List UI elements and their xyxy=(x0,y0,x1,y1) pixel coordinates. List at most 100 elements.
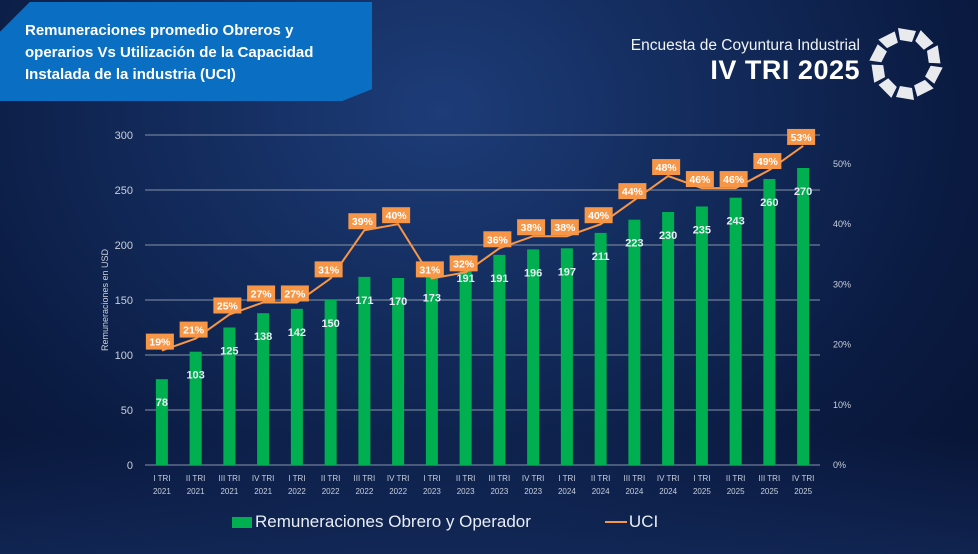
survey-label: Encuesta de Coyuntura Industrial xyxy=(630,37,860,54)
bar xyxy=(628,219,641,465)
logo-segment xyxy=(898,28,916,42)
x-tick-label-quarter: III TRI xyxy=(219,474,241,483)
uci-value-label: 39% xyxy=(352,216,374,228)
x-tick-label-year: 2025 xyxy=(794,487,812,496)
uci-label-box xyxy=(483,231,512,248)
x-tick-label-year: 2024 xyxy=(625,487,643,496)
x-tick-label-year: 2023 xyxy=(457,487,475,496)
logo-segment xyxy=(915,30,934,50)
bar xyxy=(594,232,607,465)
x-tick-label-quarter: II TRI xyxy=(591,474,610,483)
bar xyxy=(763,179,776,465)
bar-value-label: 150 xyxy=(321,318,339,330)
x-tick-label-quarter: IV TRI xyxy=(522,474,545,483)
uci-value-label: 48% xyxy=(656,162,678,174)
y-tick-label: 200 xyxy=(115,240,133,252)
legend-bar-swatch xyxy=(232,516,252,528)
bar-value-label: 235 xyxy=(693,225,711,237)
uci-value-label: 46% xyxy=(689,174,711,186)
bar xyxy=(459,254,472,465)
bar-value-label: 230 xyxy=(659,230,677,242)
bar xyxy=(729,197,742,465)
legend-item-uci: UCI xyxy=(604,512,659,532)
uci-value-label: 44% xyxy=(622,186,644,198)
x-tick-label-year: 2025 xyxy=(760,487,778,496)
uci-value-label: 40% xyxy=(588,210,610,222)
bar-value-label: 191 xyxy=(456,273,474,285)
uci-label-box xyxy=(382,207,411,224)
logo-segment xyxy=(925,65,943,84)
bar xyxy=(527,249,540,465)
uci-value-label: 32% xyxy=(453,258,475,270)
chart-title: Remuneraciones promedio Obreros y operar… xyxy=(25,22,314,83)
title-banner xyxy=(0,2,372,101)
x-tick-label-year: 2021 xyxy=(254,487,272,496)
y-tick-label: 100 xyxy=(115,350,133,362)
bar xyxy=(324,300,337,465)
uci-label-box xyxy=(584,207,613,224)
y2-tick-label: 10% xyxy=(833,400,851,410)
y-tick-label: 250 xyxy=(115,185,133,197)
uci-label-box xyxy=(415,261,444,278)
x-tick-label-quarter: I TRI xyxy=(423,474,440,483)
uci-label-box xyxy=(449,255,478,272)
uci-value-label: 38% xyxy=(521,222,543,234)
uci-label-box xyxy=(618,183,647,200)
x-tick-label-quarter: III TRI xyxy=(759,474,781,483)
x-tick-label-quarter: III TRI xyxy=(624,474,646,483)
x-tick-label-year: 2024 xyxy=(592,487,610,496)
y-tick-label: 0 xyxy=(127,460,133,472)
x-tick-label-quarter: II TRI xyxy=(456,474,475,483)
bar xyxy=(695,206,708,465)
y2-tick-label: 0% xyxy=(833,460,846,470)
x-tick-label-year: 2022 xyxy=(322,487,340,496)
bar-value-label: 142 xyxy=(288,327,306,339)
bar-value-label: 171 xyxy=(355,295,373,307)
x-tick-label-year: 2024 xyxy=(558,487,576,496)
y-tick-label: 300 xyxy=(115,130,133,142)
x-tick-label-year: 2023 xyxy=(423,487,441,496)
bar-value-label: 78 xyxy=(156,397,168,409)
bar xyxy=(493,254,506,465)
x-tick-label-quarter: IV TRI xyxy=(792,474,815,483)
bar xyxy=(290,308,303,465)
bar-value-label: 103 xyxy=(186,370,204,382)
logo-segment xyxy=(871,64,886,83)
bar-value-label: 170 xyxy=(389,296,407,308)
x-tick-label-quarter: IV TRI xyxy=(252,474,275,483)
x-tick-label-year: 2021 xyxy=(220,487,238,496)
x-tick-label-year: 2023 xyxy=(524,487,542,496)
y2-tick-label: 50% xyxy=(833,159,851,169)
uci-value-label: 21% xyxy=(183,325,205,337)
logo-segment xyxy=(914,79,934,97)
x-tick-label-quarter: II TRI xyxy=(321,474,340,483)
logo-segment xyxy=(878,31,898,49)
uci-label-box xyxy=(247,285,276,302)
uci-label-box xyxy=(787,128,816,145)
x-tick-label-quarter: IV TRI xyxy=(387,474,410,483)
uci-label-box xyxy=(179,321,208,338)
bar-value-label: 223 xyxy=(625,238,643,250)
x-tick-label-year: 2021 xyxy=(153,487,171,496)
uci-value-label: 19% xyxy=(149,337,171,349)
uci-value-label: 38% xyxy=(554,222,576,234)
y2-tick-label: 30% xyxy=(833,279,851,289)
x-tick-label-quarter: III TRI xyxy=(354,474,376,483)
bar-value-label: 197 xyxy=(558,266,576,278)
uci-value-label: 46% xyxy=(723,174,745,186)
bar xyxy=(797,168,810,465)
uci-label-box xyxy=(145,333,174,350)
x-tick-label-quarter: II TRI xyxy=(186,474,205,483)
x-tick-label-quarter: III TRI xyxy=(489,474,511,483)
logo-segment xyxy=(869,44,887,63)
logo-segment xyxy=(926,45,941,64)
quarter-label: IV TRI 2025 xyxy=(710,55,860,85)
legend-label-uci: UCI xyxy=(628,512,659,531)
bar-value-label: 191 xyxy=(490,273,508,285)
uci-value-label: 53% xyxy=(791,132,813,144)
uci-value-label: 31% xyxy=(318,264,340,276)
uci-value-label: 49% xyxy=(757,156,779,168)
uci-label-box xyxy=(652,159,681,176)
bar-value-label: 125 xyxy=(220,346,238,358)
